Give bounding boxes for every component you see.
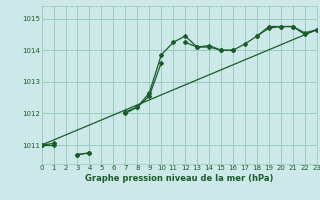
X-axis label: Graphe pression niveau de la mer (hPa): Graphe pression niveau de la mer (hPa) [85, 174, 273, 183]
